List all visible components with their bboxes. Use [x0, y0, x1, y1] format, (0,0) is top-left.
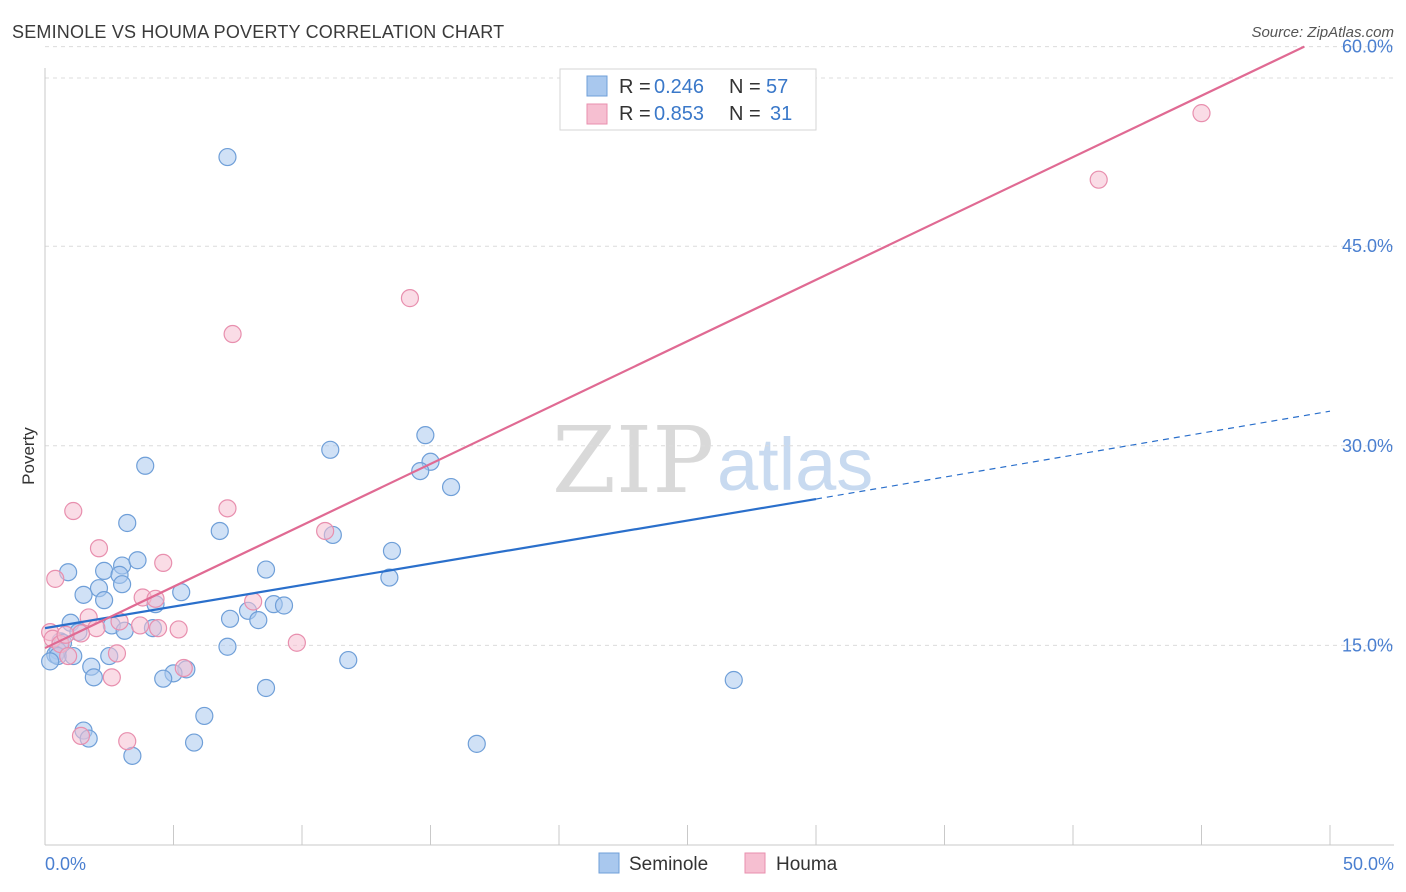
- seminole-point: [41, 652, 60, 671]
- houma-point: [102, 668, 121, 687]
- seminole-n-value: 57: [766, 76, 788, 98]
- seminole-point: [382, 541, 402, 561]
- grid: [45, 46, 1394, 646]
- seminole-point: [218, 147, 237, 167]
- source-label: Source: ZipAtlas.com: [1251, 24, 1394, 41]
- watermark-zip: ZIP: [552, 407, 714, 514]
- x-tick-label-max: 50.0%: [1343, 854, 1394, 874]
- houma-point: [154, 553, 173, 573]
- seminole-point: [416, 426, 435, 445]
- seminole-point: [724, 670, 743, 690]
- watermark: ZIP atlas: [552, 407, 873, 514]
- seminole-point: [274, 596, 294, 615]
- seminole-point: [184, 733, 204, 752]
- y-tick-label: 30.0%: [1342, 436, 1393, 456]
- y-tick-label: 45.0%: [1342, 236, 1393, 256]
- houma-bottom-label: Houma: [776, 854, 838, 875]
- houma-r-label: R =: [619, 103, 651, 125]
- seminole-point: [380, 568, 399, 587]
- seminole-point: [84, 668, 103, 687]
- y-tick-label: 15.0%: [1342, 635, 1393, 655]
- seminole-point: [136, 456, 155, 475]
- seminole-point: [128, 551, 147, 570]
- seminole-point: [210, 521, 229, 541]
- seminole-point: [74, 585, 93, 604]
- seminole-trend-line: [44, 497, 817, 630]
- houma-point: [130, 616, 150, 635]
- series-legend: Seminole Houma: [598, 852, 838, 875]
- houma-point: [223, 324, 242, 344]
- houma-point: [316, 521, 335, 541]
- seminole-point: [256, 560, 276, 579]
- houma-point: [400, 289, 420, 308]
- seminole-n-label: N =: [729, 76, 761, 98]
- houma-trend-line: [44, 45, 1305, 650]
- houma-point: [174, 658, 193, 678]
- houma-point: [64, 501, 83, 521]
- seminole-point: [220, 609, 240, 628]
- trend-lines: [44, 45, 1331, 650]
- x-tick-marks: [44, 825, 1331, 845]
- chart-title: SEMINOLE VS HOUMA POVERTY CORRELATION CH…: [12, 22, 505, 42]
- houma-point: [169, 620, 188, 639]
- seminole-point: [256, 678, 276, 698]
- y-tick-label: 60.0%: [1342, 37, 1393, 57]
- seminole-point: [154, 669, 173, 688]
- houma-point: [1089, 170, 1108, 189]
- seminole-point: [118, 513, 137, 533]
- seminole-bottom-swatch: [598, 852, 620, 874]
- houma-point: [287, 633, 306, 652]
- seminole-r-label: R =: [619, 76, 651, 98]
- watermark-atlas: atlas: [717, 423, 873, 506]
- seminole-point: [339, 650, 358, 670]
- seminole-point: [441, 477, 461, 497]
- y-tick-labels: 15.0% 30.0% 45.0% 60.0%: [1342, 37, 1393, 656]
- houma-point: [59, 646, 78, 666]
- seminole-trend-line-extension: [815, 410, 1331, 500]
- houma-point: [244, 592, 263, 611]
- seminole-bottom-label: Seminole: [629, 854, 708, 875]
- houma-r-value: 0.853: [654, 103, 704, 125]
- houma-point: [118, 732, 137, 751]
- seminole-r-value: 0.246: [654, 76, 704, 98]
- houma-n-label: N =: [729, 103, 761, 125]
- houma-point: [1192, 104, 1211, 123]
- seminole-point: [467, 734, 486, 753]
- seminole-point: [95, 591, 114, 610]
- houma-point: [46, 569, 65, 588]
- seminole-point: [321, 440, 340, 459]
- houma-n-value: 31: [770, 103, 792, 125]
- houma-legend-swatch: [586, 103, 608, 125]
- x-tick-label-min: 0.0%: [45, 854, 86, 874]
- houma-point: [71, 726, 91, 745]
- houma-point: [218, 499, 237, 518]
- seminole-legend-swatch: [586, 75, 608, 97]
- seminole-point: [95, 561, 114, 580]
- seminole-point: [195, 706, 214, 726]
- houma-bottom-swatch: [744, 852, 766, 874]
- houma-point: [87, 619, 106, 638]
- houma-point: [148, 619, 168, 638]
- houma-point: [107, 644, 127, 663]
- houma-point: [89, 539, 109, 558]
- stats-legend: R = 0.246 N = 57 R = 0.853 N = 31: [559, 68, 817, 131]
- seminole-point: [112, 575, 132, 594]
- seminole-point: [218, 637, 237, 656]
- y-axis-label: Poverty: [19, 427, 38, 485]
- seminole-point: [249, 611, 268, 630]
